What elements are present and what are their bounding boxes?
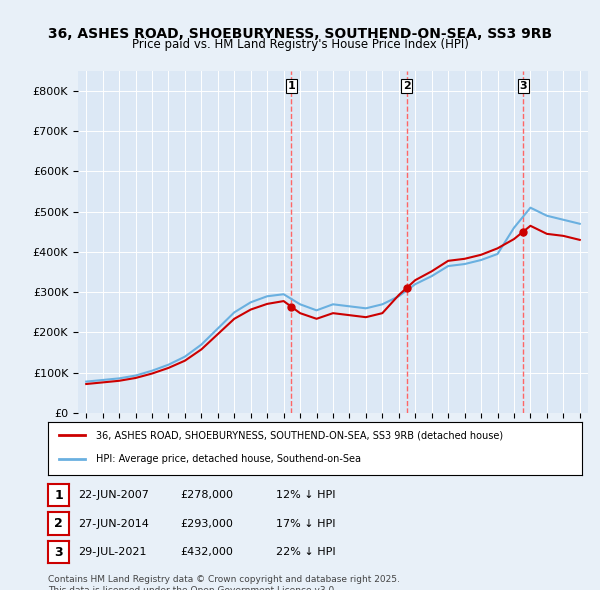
Text: 3: 3 [520, 81, 527, 91]
Text: 22-JUN-2007: 22-JUN-2007 [78, 490, 149, 500]
Text: 1: 1 [287, 81, 295, 91]
Text: 17% ↓ HPI: 17% ↓ HPI [276, 519, 335, 529]
Text: Contains HM Land Registry data © Crown copyright and database right 2025.
This d: Contains HM Land Registry data © Crown c… [48, 575, 400, 590]
Text: 36, ASHES ROAD, SHOEBURYNESS, SOUTHEND-ON-SEA, SS3 9RB (detached house): 36, ASHES ROAD, SHOEBURYNESS, SOUTHEND-O… [96, 430, 503, 440]
Text: 3: 3 [54, 546, 63, 559]
Text: 29-JUL-2021: 29-JUL-2021 [78, 547, 146, 557]
Text: Price paid vs. HM Land Registry's House Price Index (HPI): Price paid vs. HM Land Registry's House … [131, 38, 469, 51]
Text: 36, ASHES ROAD, SHOEBURYNESS, SOUTHEND-ON-SEA, SS3 9RB: 36, ASHES ROAD, SHOEBURYNESS, SOUTHEND-O… [48, 27, 552, 41]
Text: 1: 1 [54, 489, 63, 502]
Text: HPI: Average price, detached house, Southend-on-Sea: HPI: Average price, detached house, Sout… [96, 454, 361, 464]
Text: £293,000: £293,000 [180, 519, 233, 529]
Text: 27-JUN-2014: 27-JUN-2014 [78, 519, 149, 529]
Text: 2: 2 [403, 81, 411, 91]
Text: 12% ↓ HPI: 12% ↓ HPI [276, 490, 335, 500]
Text: £432,000: £432,000 [180, 547, 233, 557]
Text: £278,000: £278,000 [180, 490, 233, 500]
Text: 2: 2 [54, 517, 63, 530]
Text: 22% ↓ HPI: 22% ↓ HPI [276, 547, 335, 557]
